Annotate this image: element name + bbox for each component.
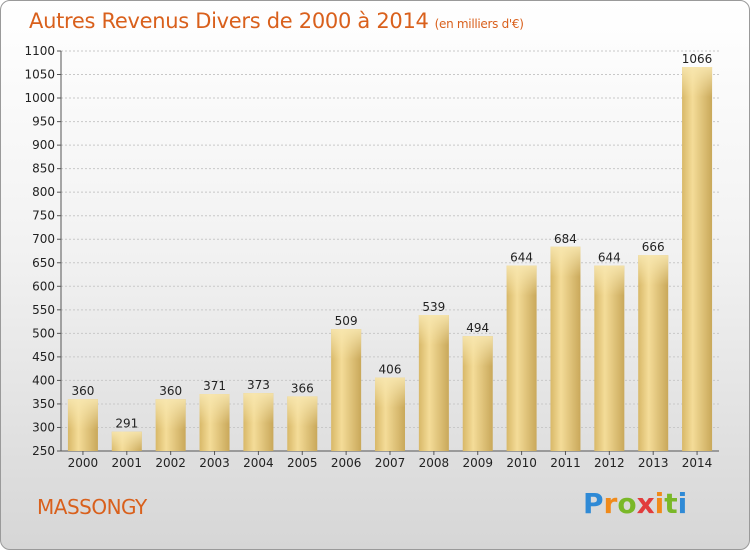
y-tick-label: 350: [32, 397, 55, 411]
value-label: 366: [291, 381, 314, 395]
bar-highlight: [550, 246, 581, 277]
value-label: 360: [71, 384, 94, 398]
bar-highlight: [199, 394, 230, 425]
bar: [682, 67, 713, 451]
bar-highlight: [418, 315, 449, 345]
x-tick-label: 2010: [506, 456, 537, 470]
town-name: MASSONGY: [37, 495, 147, 519]
x-tick-label: 2011: [550, 456, 581, 470]
y-tick-label: 650: [32, 256, 55, 270]
bar-highlight: [638, 255, 669, 286]
bar: [550, 246, 581, 451]
bar: [594, 265, 625, 451]
y-tick-label: 900: [32, 138, 55, 152]
x-tick-label: 2006: [331, 456, 362, 470]
bar-highlight: [155, 399, 186, 430]
chart-title: Autres Revenus Divers de 2000 à 2014 (en …: [29, 9, 524, 33]
value-label: 1066: [682, 52, 713, 66]
value-label: 406: [379, 363, 402, 377]
x-tick-label: 2012: [594, 456, 625, 470]
bar-highlight: [594, 265, 625, 296]
value-label: 360: [159, 384, 182, 398]
y-tick-label: 550: [32, 303, 55, 317]
y-tick-label: 600: [32, 279, 55, 293]
x-tick-label: 2001: [112, 456, 143, 470]
x-tick-label: 2003: [199, 456, 230, 470]
bar: [638, 255, 669, 451]
chart-subtitle: (en milliers d'€): [434, 17, 524, 31]
x-tick-label: 2013: [638, 456, 669, 470]
value-label: 509: [335, 314, 358, 328]
value-label: 371: [203, 379, 226, 393]
x-tick-label: 2005: [287, 456, 318, 470]
title-text: Autres Revenus Divers de 2000 à 2014: [29, 9, 429, 33]
y-tick-label: 250: [32, 444, 55, 458]
value-label: 644: [510, 251, 533, 265]
bar-highlight: [111, 431, 142, 451]
bar-highlight: [682, 67, 713, 97]
bar-highlight: [506, 265, 537, 296]
y-tick-label: 950: [32, 115, 55, 129]
bar-highlight: [462, 336, 493, 367]
value-label: 666: [642, 240, 665, 254]
y-tick-label: 500: [32, 326, 55, 340]
bar-highlight: [375, 377, 405, 408]
x-tick-label: 2004: [243, 456, 274, 470]
x-tick-label: 2007: [375, 456, 406, 470]
x-tick-label: 2008: [419, 456, 450, 470]
y-tick-label: 450: [32, 350, 55, 364]
y-tick-label: 1050: [24, 68, 55, 82]
bar: [506, 265, 537, 451]
y-tick-label: 850: [32, 162, 55, 176]
proxiti-logo[interactable]: Proxiti: [583, 487, 688, 520]
bar-highlight: [287, 396, 318, 427]
x-tick-label: 2002: [155, 456, 186, 470]
x-tick-label: 2000: [68, 456, 99, 470]
value-labels: 360 291 360 371 373 366 509 406 539 494 644 684 644 6…: [71, 52, 712, 431]
y-tick-label: 800: [32, 185, 55, 199]
bar-highlight: [67, 399, 98, 430]
value-label: 684: [554, 232, 577, 246]
y-tick-label: 400: [32, 373, 55, 387]
value-label: 291: [115, 417, 138, 431]
x-tick-label: 2009: [462, 456, 493, 470]
bars: [67, 67, 713, 451]
value-label: 373: [247, 378, 270, 392]
bar-highlight: [331, 329, 362, 360]
y-tick-label: 1100: [24, 44, 55, 58]
y-tick-label: 300: [32, 420, 55, 434]
x-tick-label: 2014: [682, 456, 713, 470]
y-tick-label: 750: [32, 209, 55, 223]
bar-highlight: [243, 393, 274, 424]
value-label: 644: [598, 251, 621, 265]
y-tick-label: 700: [32, 232, 55, 246]
value-label: 539: [422, 300, 445, 314]
y-tick-label: 1000: [24, 91, 55, 105]
value-label: 494: [466, 321, 489, 335]
